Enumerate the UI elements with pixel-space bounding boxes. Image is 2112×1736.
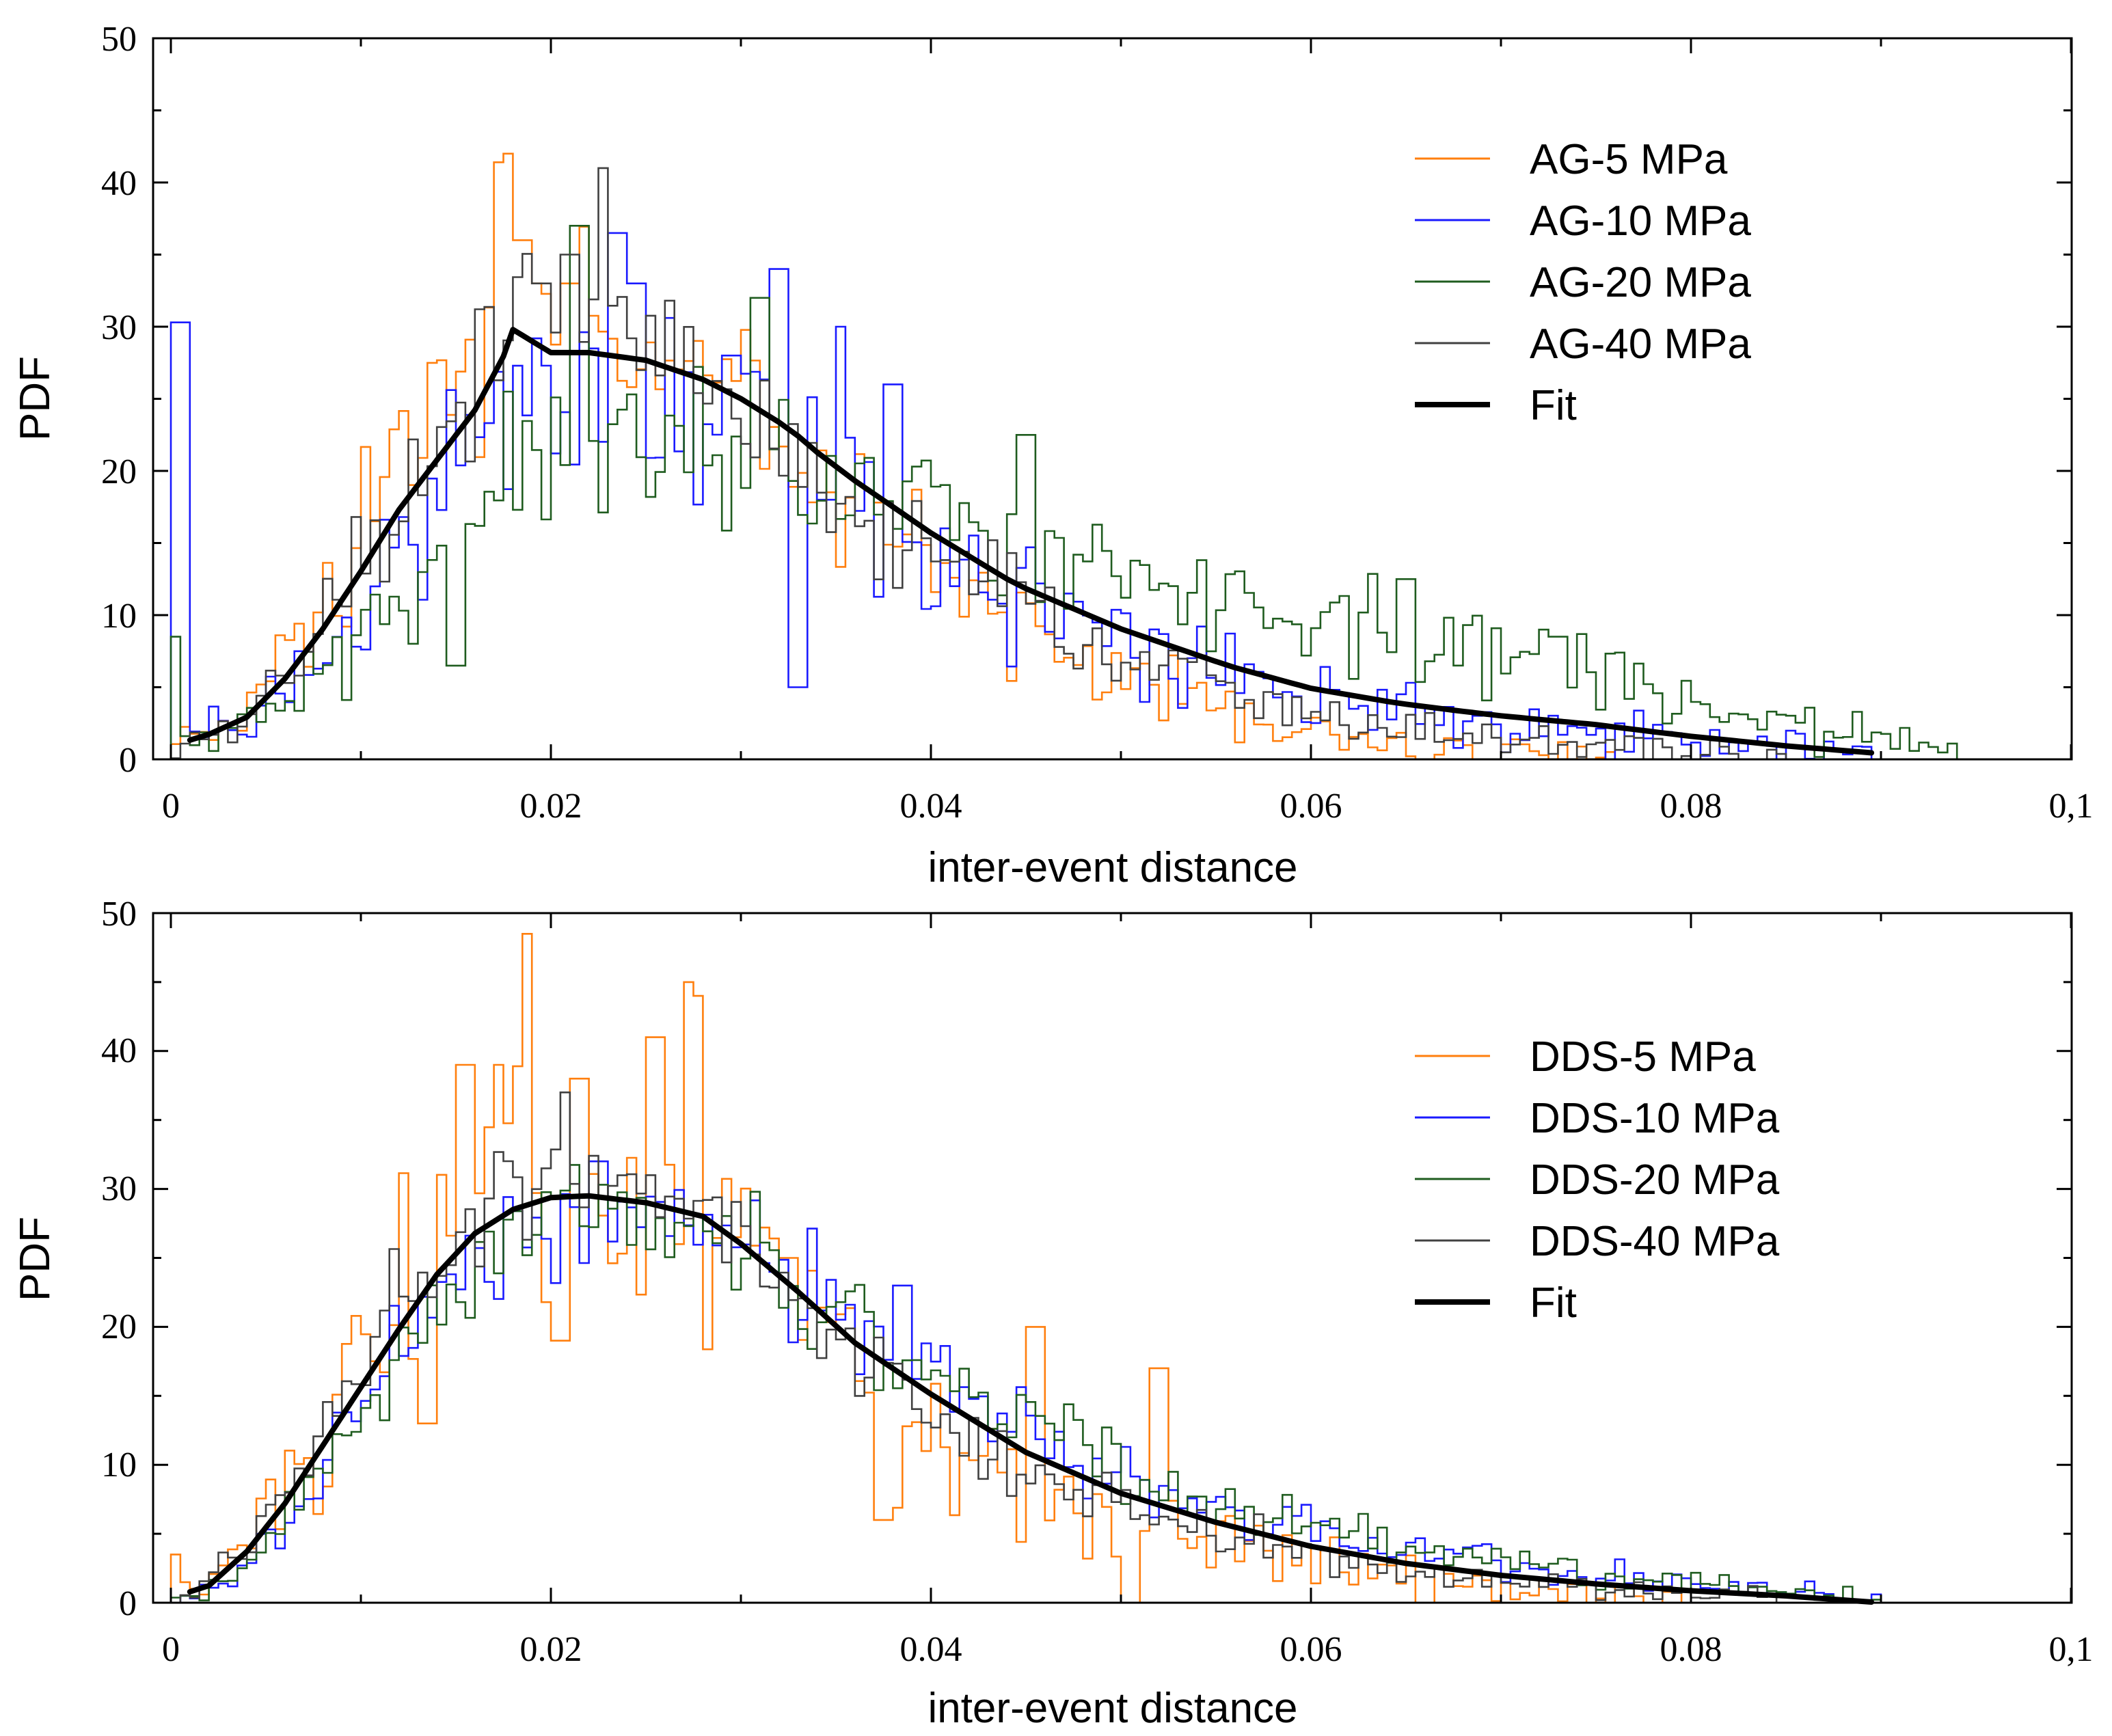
bottom-plot-frame — [152, 912, 2073, 1604]
fit-curve — [187, 1193, 1875, 1605]
top-x-tick-label: 0.08 — [1660, 787, 1722, 826]
top-y-tick-label: 20 — [101, 452, 137, 491]
series-dds-40-mpa — [171, 1091, 1786, 1604]
top-x-tick-label: 0.06 — [1280, 787, 1342, 826]
top-x-tick-label: 0 — [162, 787, 180, 826]
bottom-x-tick-label: 0.06 — [1280, 1630, 1342, 1669]
top-y-tick-label: 0 — [119, 741, 137, 780]
top-x-tick-label: 0.02 — [520, 787, 582, 826]
bottom-x-tick-label: 0 — [162, 1630, 180, 1669]
bottom-y-axis-title: PDF — [12, 1217, 59, 1301]
bottom-x-tick-label: 0,1 — [2049, 1630, 2094, 1669]
legend-label: AG-20 MPa — [1530, 259, 1751, 306]
legend-label: AG-40 MPa — [1530, 321, 1751, 368]
legend-label: DDS-10 MPa — [1530, 1095, 1780, 1142]
top-y-tick-label: 50 — [101, 20, 137, 59]
bottom-x-axis-title: inter-event distance — [928, 1685, 1297, 1732]
top-legend: AG-5 MPa AG-10 MPa AG-20 MPa AG-40 MPa F… — [1415, 136, 1751, 429]
bottom-y-tick-label: 20 — [101, 1307, 137, 1346]
bottom-y-tick-label: 30 — [101, 1169, 137, 1208]
panel-bottom: 0 10 20 30 40 50 0 0.02 0.04 0.06 0.08 0… — [12, 895, 2094, 1732]
legend-label: DDS-20 MPa — [1530, 1156, 1780, 1204]
top-ticks — [153, 37, 2072, 761]
bottom-y-tick-label: 40 — [101, 1031, 137, 1070]
bottom-x-tick-label: 0.04 — [900, 1630, 962, 1669]
top-plot-frame — [152, 37, 2073, 761]
bottom-x-tick-label: 0.02 — [520, 1630, 582, 1669]
series-ag-5-mpa — [170, 152, 1616, 761]
top-series-layer — [170, 152, 1958, 761]
top-y-tick-label: 40 — [101, 164, 137, 203]
legend-label: DDS-40 MPa — [1530, 1218, 1780, 1265]
legend-label: AG-5 MPa — [1530, 136, 1728, 183]
bottom-series-layer — [170, 933, 1882, 1605]
fit-curve — [187, 327, 1875, 756]
legend-label: Fit — [1530, 382, 1577, 429]
top-x-tick-label: 0.04 — [900, 787, 962, 826]
bottom-legend: DDS-5 MPa DDS-10 MPa DDS-20 MPa DDS-40 M… — [1415, 1033, 1780, 1327]
top-x-axis-title: inter-event distance — [928, 844, 1297, 891]
series-ag-40-mpa — [170, 167, 1787, 761]
top-y-tick-label: 10 — [101, 597, 137, 636]
top-x-tick-label: 0,1 — [2049, 787, 2094, 826]
top-y-tick-label: 30 — [101, 308, 137, 347]
bottom-x-tick-label: 0.08 — [1660, 1630, 1722, 1669]
bottom-ticks — [153, 912, 2072, 1604]
panel-top: 0 10 20 30 40 50 0 0.02 0.04 0.06 0.08 0… — [12, 20, 2094, 891]
legend-label: AG-10 MPa — [1530, 198, 1751, 245]
bottom-y-tick-label: 50 — [101, 895, 137, 934]
bottom-y-tick-label: 0 — [119, 1584, 137, 1623]
legend-label: Fit — [1530, 1279, 1577, 1327]
top-y-axis-title: PDF — [12, 356, 59, 441]
bottom-y-tick-label: 10 — [101, 1446, 137, 1484]
legend-label: DDS-5 MPa — [1530, 1033, 1756, 1081]
